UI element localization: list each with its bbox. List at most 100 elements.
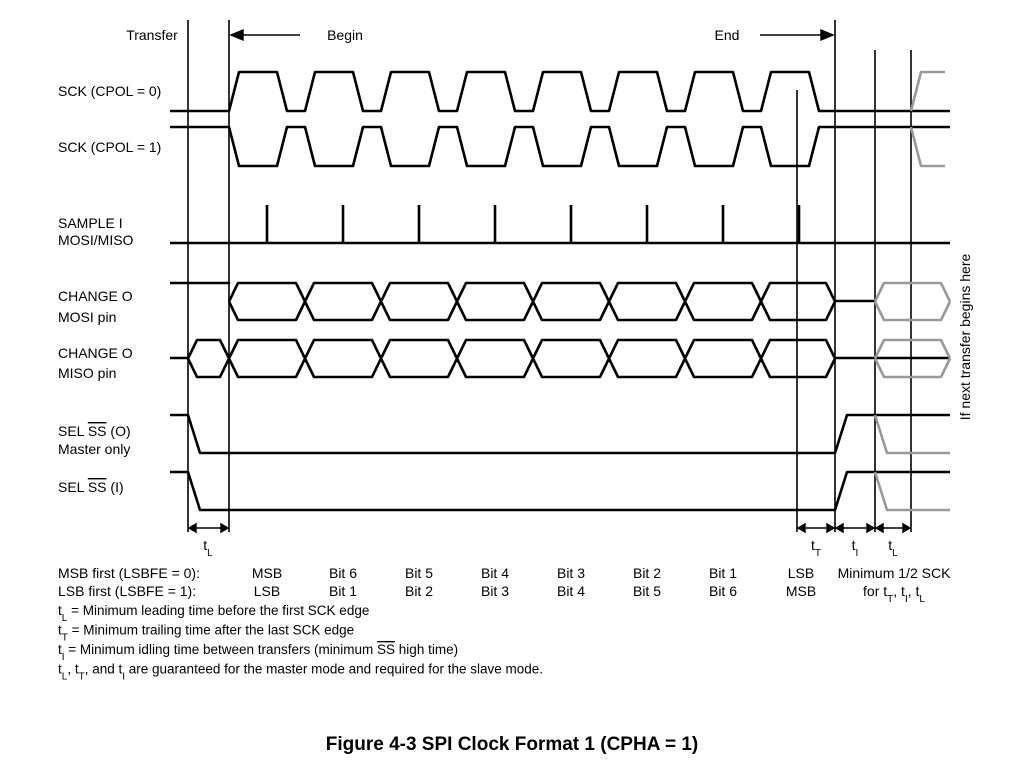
text-segment: t: [888, 537, 892, 553]
text-segment: , t: [67, 662, 79, 677]
signal-label: SCK (CPOL = 0): [58, 83, 161, 99]
text-segment: SEL: [58, 479, 88, 495]
text-segment: T: [887, 594, 893, 605]
text-segment: for t: [863, 583, 887, 599]
text-segment: = Minimum trailing time after the last S…: [68, 623, 354, 638]
text-segment: , t: [908, 583, 920, 599]
text-segment: MISO pin: [58, 365, 116, 381]
text-segment: MOSI pin: [58, 309, 116, 325]
text-segment: t: [58, 642, 62, 657]
bit-cell: Bit 2: [633, 565, 661, 581]
text-segment: L: [892, 548, 898, 559]
text-segment: I: [856, 548, 859, 559]
begin-label: Begin: [327, 27, 363, 43]
text-segment: CHANGE O: [58, 345, 133, 361]
transfer-label: Transfer: [126, 27, 178, 43]
text-segment: , t: [893, 583, 905, 599]
signal-label: SEL SS (I): [58, 479, 124, 495]
bit-cell: LSB: [254, 583, 280, 599]
waveform: [909, 70, 945, 112]
bit-cell: MSB: [252, 565, 282, 581]
row-label: LSB first (LSBFE = 1):: [58, 583, 196, 599]
bit-cell: Bit 2: [405, 583, 433, 599]
timing-arrow: [834, 522, 876, 534]
text-segment: SS: [88, 479, 107, 495]
waveform: [873, 338, 952, 379]
timing-label: tL: [203, 537, 213, 559]
side-note: If next transfer begins here: [957, 254, 973, 421]
begin-arrow: [229, 28, 300, 42]
end-label: End: [715, 27, 740, 43]
bit-cell: MSB: [786, 583, 816, 599]
text-segment: SCK (CPOL = 0): [58, 83, 161, 99]
timing-arrow: [187, 522, 230, 534]
timing-arrow: [796, 522, 836, 534]
waveform: [170, 338, 950, 379]
text-segment: T: [79, 671, 85, 682]
timing-arrow: [874, 522, 912, 534]
timing-label: tT: [811, 537, 821, 559]
waveform: [170, 281, 875, 322]
text-segment: Minimum 1/2 SCK: [838, 565, 951, 581]
text-segment: I: [122, 671, 125, 682]
text-segment: SS: [88, 423, 107, 439]
footnote: tT = Minimum trailing time after the las…: [58, 623, 354, 644]
text-segment: L: [207, 548, 213, 559]
bit-cell: Bit 4: [557, 583, 585, 599]
text-segment: t: [811, 537, 815, 553]
bit-cell: Bit 4: [481, 565, 509, 581]
signal-label: SEL SS (O): [58, 423, 131, 439]
footnote: tL, tT, and tI are guaranteed for the ma…: [58, 662, 543, 683]
text-segment: T: [815, 548, 821, 559]
end-arrow: [760, 28, 835, 42]
text-segment: L: [62, 613, 68, 624]
text-segment: SCK (CPOL = 1): [58, 139, 161, 155]
text-segment: L: [919, 594, 925, 605]
timing-label: tL: [888, 537, 898, 559]
footnote: tI = Minimum idling time between transfe…: [58, 642, 458, 663]
text-segment: t: [58, 662, 62, 677]
bit-cell: Bit 6: [329, 565, 357, 581]
text-segment: SAMPLE I: [58, 215, 123, 231]
bit-cell: Bit 1: [329, 583, 357, 599]
bit-cell: Bit 3: [557, 565, 585, 581]
text-segment: L: [62, 671, 68, 682]
text-segment: CHANGE O: [58, 288, 133, 304]
text-segment: I: [62, 652, 65, 663]
bit-cell: Bit 5: [633, 583, 661, 599]
text-segment: = Minimum leading time before the first …: [67, 603, 369, 618]
waveform: [170, 70, 950, 113]
waveform: [909, 126, 945, 168]
signal-label: MOSI/MISO: [58, 232, 134, 248]
signal-label: SCK (CPOL = 1): [58, 139, 161, 155]
text-segment: I: [905, 594, 908, 605]
bit-cell: Bit 5: [405, 565, 433, 581]
signal-label: Master only: [58, 441, 130, 457]
text-segment: , and t: [85, 662, 123, 677]
signal-label: SAMPLE I: [58, 215, 123, 231]
text-segment: t: [203, 537, 207, 553]
text-segment: = Minimum idling time between transfers …: [65, 642, 377, 657]
waveform: [170, 470, 950, 512]
bit-cell: Bit 1: [709, 565, 737, 581]
waveform: [170, 413, 950, 455]
text-segment: Master only: [58, 441, 130, 457]
text-segment: high time): [395, 642, 458, 657]
text-segment: are guaranteed for the master mode and r…: [125, 662, 543, 677]
signal-label: CHANGE O: [58, 345, 133, 361]
text-segment: T: [62, 632, 68, 643]
text-segment: MOSI/MISO: [58, 232, 134, 248]
signal-label: MISO pin: [58, 365, 116, 381]
footnote: tL = Minimum leading time before the fir…: [58, 603, 369, 624]
text-segment: SEL: [58, 423, 88, 439]
caption: Figure 4-3 SPI Clock Format 1 (CPHA = 1): [326, 734, 699, 755]
text-segment: SS: [377, 642, 395, 657]
bit-table-note: Minimum 1/2 SCK: [838, 565, 951, 581]
bit-table-note: for tT, tI, tL: [863, 583, 925, 605]
timing-label: tI: [852, 537, 859, 559]
bit-cell: Bit 6: [709, 583, 737, 599]
text-segment: (O): [107, 423, 131, 439]
waveform: [873, 471, 950, 512]
